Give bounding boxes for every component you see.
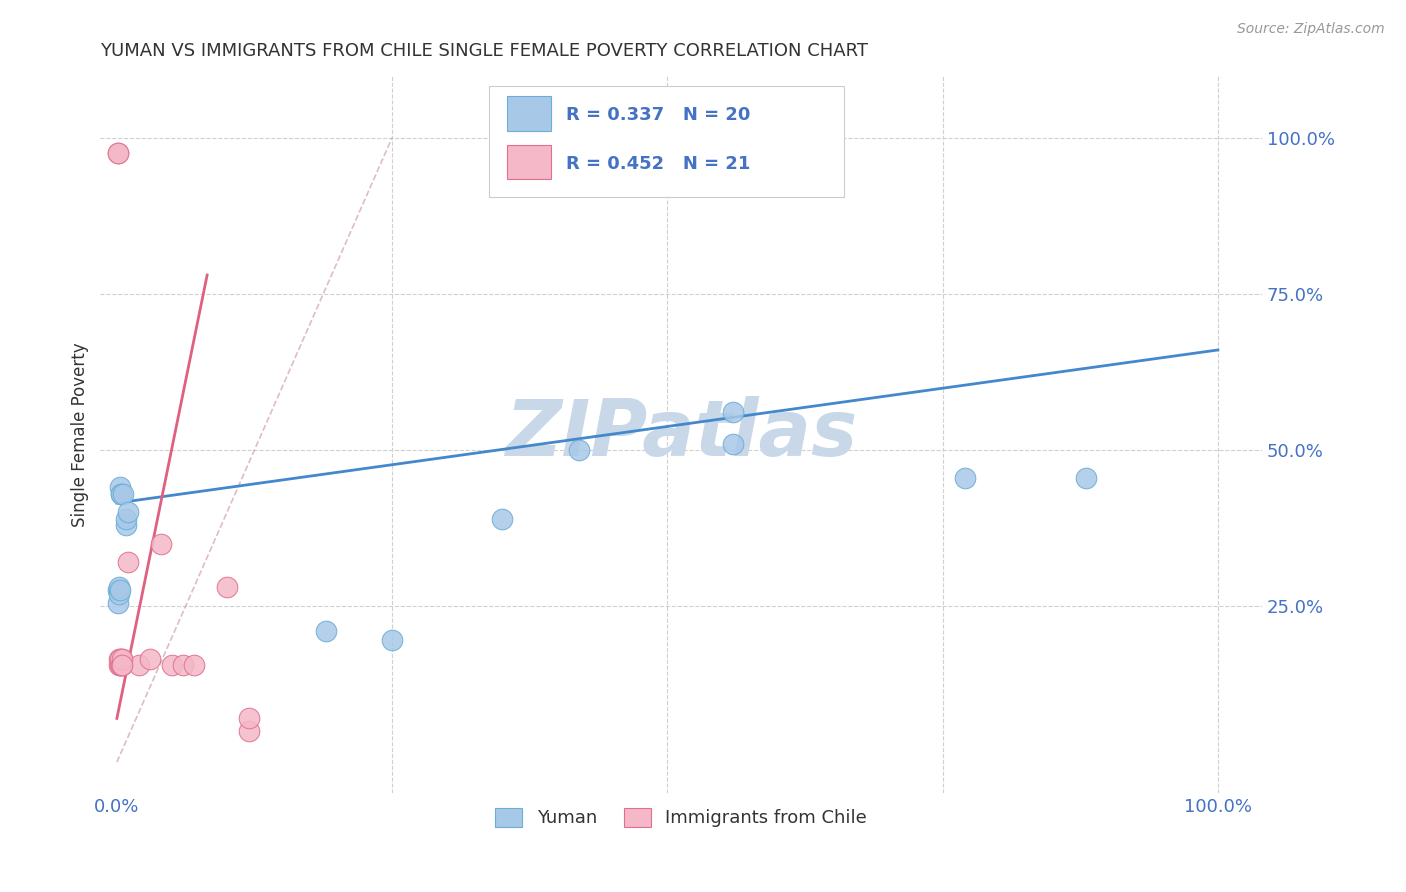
- Point: [110, 658, 132, 673]
- Point: [108, 583, 131, 598]
- Point: [107, 146, 129, 161]
- Point: [107, 583, 129, 598]
- Point: [117, 505, 139, 519]
- Point: [139, 652, 162, 666]
- Point: [568, 442, 591, 457]
- Point: [107, 146, 129, 161]
- Point: [238, 723, 260, 738]
- Point: [108, 586, 131, 600]
- Point: [723, 436, 745, 450]
- Y-axis label: Single Female Poverty: Single Female Poverty: [72, 342, 89, 526]
- Point: [110, 486, 132, 500]
- Point: [111, 652, 134, 666]
- Point: [172, 658, 194, 673]
- Point: [111, 658, 134, 673]
- Point: [723, 405, 745, 419]
- Point: [215, 580, 238, 594]
- Bar: [508, 145, 551, 179]
- Text: R = 0.452   N = 21: R = 0.452 N = 21: [567, 154, 751, 172]
- Point: [1074, 471, 1097, 485]
- Point: [114, 517, 136, 532]
- Point: [953, 471, 976, 485]
- Point: [315, 624, 337, 638]
- Point: [112, 486, 135, 500]
- Point: [128, 658, 150, 673]
- Text: ZIPatlas: ZIPatlas: [505, 396, 858, 472]
- Point: [108, 652, 131, 666]
- Point: [238, 711, 260, 725]
- Point: [108, 580, 131, 594]
- Text: R = 0.337   N = 20: R = 0.337 N = 20: [567, 106, 751, 124]
- Legend: Yuman, Immigrants from Chile: Yuman, Immigrants from Chile: [488, 801, 875, 835]
- Point: [183, 658, 205, 673]
- Point: [111, 658, 134, 673]
- Point: [108, 480, 131, 494]
- Point: [114, 511, 136, 525]
- FancyBboxPatch shape: [489, 86, 844, 197]
- Point: [111, 652, 134, 666]
- Point: [117, 555, 139, 569]
- Text: YUMAN VS IMMIGRANTS FROM CHILE SINGLE FEMALE POVERTY CORRELATION CHART: YUMAN VS IMMIGRANTS FROM CHILE SINGLE FE…: [100, 42, 869, 60]
- Point: [108, 658, 131, 673]
- Point: [381, 633, 404, 648]
- Point: [108, 658, 131, 673]
- Point: [108, 652, 131, 666]
- Point: [107, 596, 129, 610]
- Point: [491, 511, 513, 525]
- Text: Source: ZipAtlas.com: Source: ZipAtlas.com: [1237, 22, 1385, 37]
- Point: [149, 536, 172, 550]
- Bar: [508, 96, 551, 130]
- Point: [110, 486, 132, 500]
- Point: [160, 658, 183, 673]
